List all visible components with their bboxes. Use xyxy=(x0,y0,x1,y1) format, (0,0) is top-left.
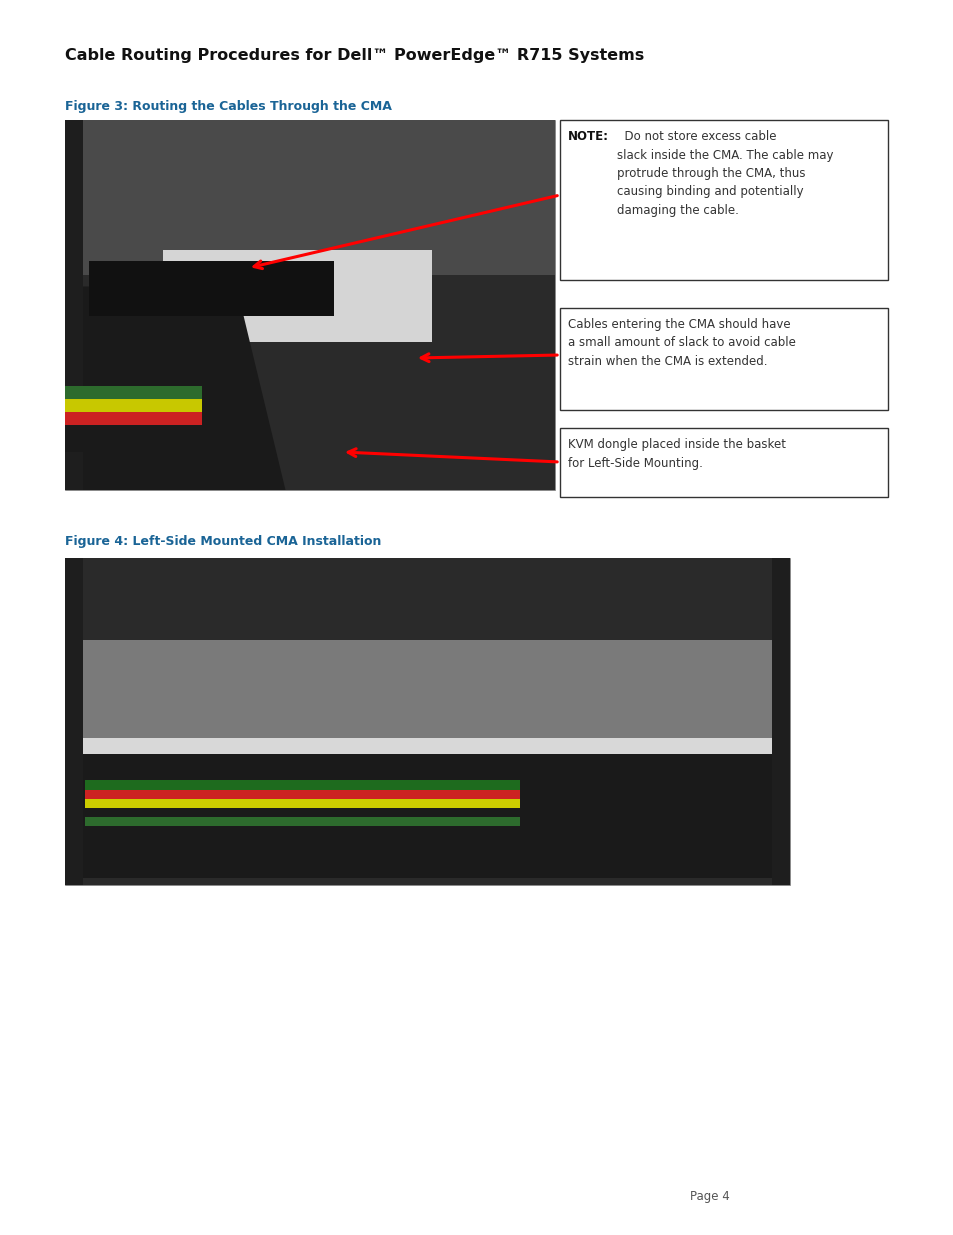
Bar xyxy=(65,120,555,490)
Bar xyxy=(65,387,202,400)
Bar xyxy=(83,737,771,797)
Bar xyxy=(65,558,789,885)
Polygon shape xyxy=(65,287,285,490)
Bar xyxy=(771,558,789,885)
Text: Cables entering the CMA should have
a small amount of slack to avoid cable
strai: Cables entering the CMA should have a sm… xyxy=(567,317,795,368)
Bar xyxy=(559,120,887,280)
Bar xyxy=(85,789,519,799)
Bar xyxy=(65,120,83,490)
Bar xyxy=(83,640,771,755)
Text: NOTE:: NOTE: xyxy=(567,130,608,143)
Bar xyxy=(83,755,771,878)
Text: Page 4: Page 4 xyxy=(689,1191,729,1203)
Bar xyxy=(65,438,202,452)
Bar xyxy=(90,261,335,316)
Bar xyxy=(85,808,519,818)
Bar xyxy=(559,308,887,410)
Bar xyxy=(65,399,202,414)
Bar xyxy=(65,558,83,885)
Bar xyxy=(559,429,887,496)
Bar xyxy=(65,120,555,275)
Bar xyxy=(85,799,519,808)
Bar xyxy=(65,425,202,440)
Bar xyxy=(85,818,519,826)
Text: Figure 4: Left-Side Mounted CMA Installation: Figure 4: Left-Side Mounted CMA Installa… xyxy=(65,535,381,548)
Bar xyxy=(85,781,519,789)
Text: Do not store excess cable
slack inside the CMA. The cable may
protrude through t: Do not store excess cable slack inside t… xyxy=(617,130,833,217)
Text: Figure 3: Routing the Cables Through the CMA: Figure 3: Routing the Cables Through the… xyxy=(65,100,392,112)
Text: Cable Routing Procedures for Dell™ PowerEdge™ R715 Systems: Cable Routing Procedures for Dell™ Power… xyxy=(65,48,643,63)
Bar xyxy=(65,412,202,426)
Bar xyxy=(83,558,771,640)
Text: KVM dongle placed inside the basket
for Left-Side Mounting.: KVM dongle placed inside the basket for … xyxy=(567,438,785,469)
Bar xyxy=(163,249,432,342)
